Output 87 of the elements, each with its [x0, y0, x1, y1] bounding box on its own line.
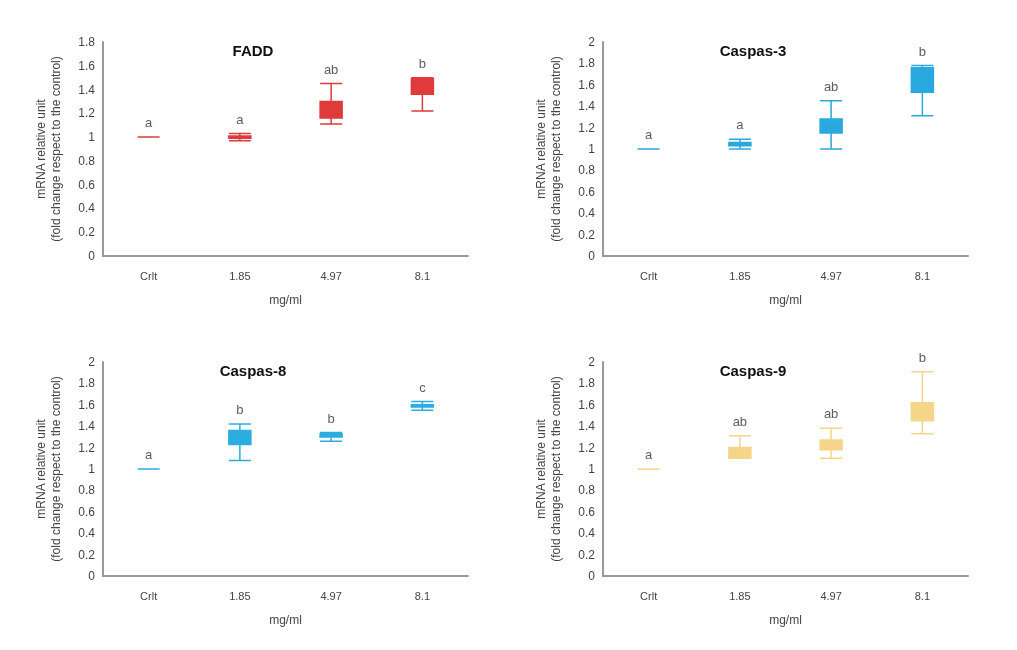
- x-tick-label: Crlt: [640, 589, 658, 602]
- annotation: ab: [823, 78, 839, 94]
- y-tick-label: 0: [88, 249, 96, 263]
- x-tick-label: 1.85: [229, 589, 251, 602]
- annotation: b: [327, 410, 335, 426]
- annotation: c: [419, 379, 427, 395]
- x-axis-title: mg/ml: [769, 293, 802, 307]
- y-tick-label: 0.6: [578, 184, 596, 199]
- y-tick-label: 0.8: [78, 153, 96, 168]
- y-tick-label: 0.4: [578, 526, 596, 541]
- annotation: b: [918, 349, 926, 365]
- y-tick-label: 0.6: [578, 504, 596, 519]
- y-tick-label: 2: [588, 35, 596, 49]
- x-tick-label: 8.1: [414, 589, 431, 602]
- x-tick-label: 4.97: [820, 269, 842, 282]
- y-tick-label: 0.2: [578, 547, 596, 562]
- y-tick-label: 0: [588, 249, 596, 263]
- y-tick-label: 1.4: [78, 419, 96, 434]
- y-axis-title: mRNA relative unit (fold change respect to the control): [533, 376, 563, 562]
- y-tick-label: 1: [588, 462, 596, 476]
- y-tick-label: 2: [88, 355, 96, 369]
- y-tick-label: 1.8: [78, 35, 96, 49]
- x-axis-title: mg/ml: [769, 613, 802, 627]
- y-axis-title: mRNA relative unit (fold change respect to the control): [533, 56, 563, 242]
- y-tick-label: 0.4: [578, 206, 596, 221]
- annotation: a: [645, 127, 654, 142]
- y-tick-label: 0: [588, 569, 596, 583]
- y-tick-label: 1.8: [578, 376, 596, 391]
- x-tick-label: 1.85: [729, 269, 751, 282]
- y-tick-label: 0.2: [78, 225, 96, 240]
- x-axis-title: mg/ml: [269, 613, 302, 627]
- annotation: a: [645, 447, 654, 462]
- y-tick-label: 1.2: [78, 106, 96, 121]
- y-tick-label: 2: [588, 355, 596, 369]
- y-tick-label: 1: [88, 130, 96, 145]
- x-tick-label: Crlt: [140, 269, 158, 282]
- y-tick-label: 0.2: [578, 227, 596, 242]
- annotation: a: [145, 447, 154, 462]
- annotation: b: [918, 43, 926, 59]
- x-tick-label: 1.85: [229, 269, 251, 282]
- y-tick-label: 0.8: [578, 483, 596, 498]
- annotation: b: [418, 55, 426, 71]
- chart-title: Caspas-9: [719, 362, 787, 379]
- annotation: ab: [323, 61, 339, 77]
- x-axis-title: mg/ml: [269, 293, 302, 307]
- y-tick-label: 0.2: [78, 547, 96, 562]
- x-tick-label: 8.1: [414, 269, 431, 282]
- y-tick-label: 0.4: [78, 201, 96, 216]
- x-tick-label: 4.97: [320, 589, 342, 602]
- x-tick-label: 4.97: [820, 589, 842, 602]
- y-tick-label: 1.6: [78, 397, 96, 412]
- y-tick-label: 1.4: [78, 82, 96, 97]
- x-tick-label: Crlt: [140, 589, 158, 602]
- y-axis-title: mRNA relative unit (fold change respect to the control): [33, 56, 63, 242]
- y-tick-label: 1.8: [578, 56, 596, 71]
- annotation: a: [236, 111, 245, 127]
- y-tick-label: 1.6: [578, 397, 596, 412]
- y-tick-label: 0: [88, 569, 96, 583]
- y-tick-label: 1.2: [578, 120, 596, 135]
- y-tick-label: 0.6: [78, 504, 96, 519]
- x-tick-label: Crlt: [640, 269, 658, 282]
- y-tick-label: 0.6: [78, 177, 96, 192]
- x-tick-label: 8.1: [914, 589, 931, 602]
- x-tick-label: 8.1: [914, 269, 931, 282]
- annotation: b: [236, 402, 244, 418]
- y-tick-label: 0.4: [78, 526, 96, 541]
- chart-title: Caspas-8: [219, 362, 287, 379]
- y-tick-label: 1.2: [578, 440, 596, 455]
- annotation: a: [145, 115, 154, 131]
- y-tick-label: 1.2: [78, 440, 96, 455]
- annotation: ab: [823, 406, 839, 422]
- x-tick-label: 4.97: [320, 269, 342, 282]
- y-tick-label: 0.8: [78, 483, 96, 498]
- x-tick-label: 1.85: [729, 589, 751, 602]
- y-tick-label: 1.6: [78, 58, 96, 73]
- annotation: ab: [732, 413, 748, 429]
- y-axis-title: mRNA relative unit (fold change respect to the control): [33, 376, 63, 562]
- y-tick-label: 1.8: [78, 376, 96, 391]
- annotation: a: [736, 117, 745, 133]
- y-tick-label: 0.8: [578, 163, 596, 178]
- y-tick-label: 1.4: [578, 99, 596, 114]
- y-tick-label: 1.6: [578, 77, 596, 92]
- y-tick-label: 1.4: [578, 419, 596, 434]
- y-tick-label: 1: [588, 142, 596, 156]
- chart-title: Caspas-3: [719, 42, 787, 59]
- chart-title: FADD: [232, 42, 274, 59]
- y-tick-label: 1: [88, 462, 96, 476]
